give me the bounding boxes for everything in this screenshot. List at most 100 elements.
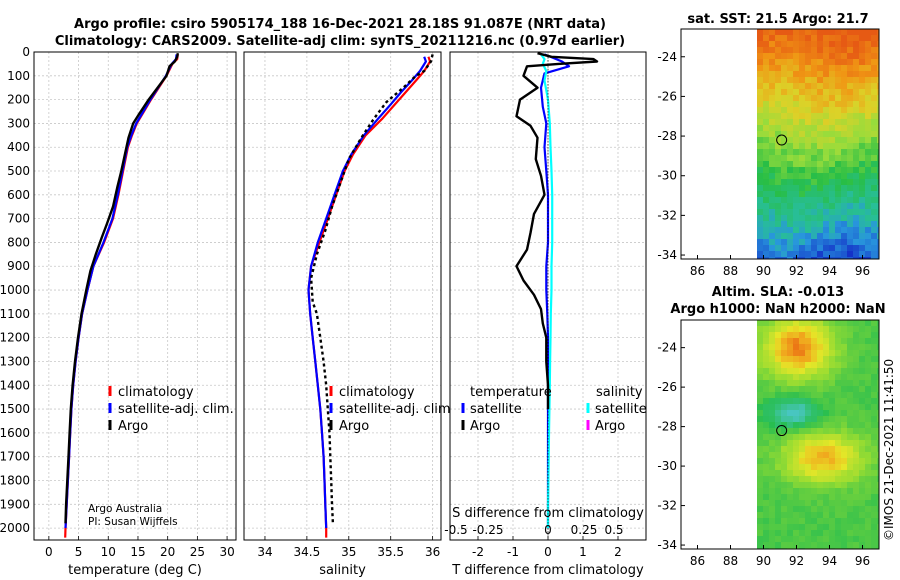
sst-pixel [763,113,769,119]
sst-pixel [841,233,847,239]
sst-pixel [787,65,793,71]
sst-pixel [871,65,877,71]
sla-pixel [781,368,787,374]
sla-pixel [769,374,775,380]
sla-pixel [877,338,879,344]
sst-pixel [775,107,781,113]
y-tick-label: 900 [7,259,30,273]
sla-field [757,320,879,549]
sst-pixel [877,233,879,239]
sla-pixel [835,476,841,482]
sst-pixel [817,137,823,143]
sst-pixel [781,47,787,53]
sst-pixel [847,71,853,77]
sst-pixel [835,227,841,233]
sla-pixel [757,488,763,494]
sla-pixel [835,350,841,356]
sst-pixel [805,251,811,257]
sst-pixel [835,89,841,95]
sst-pixel [865,89,871,95]
sla-pixel [787,332,793,338]
sst-pixel [787,167,793,173]
sla-pixel [853,464,859,470]
sla-pixel [841,398,847,404]
sst-pixel [835,251,841,257]
sla-pixel [877,464,879,470]
sst-pixel [787,173,793,179]
sla-pixel [787,398,793,404]
sst-pixel [859,197,865,203]
sla-pixel [805,536,811,542]
sla-pixel [757,332,763,338]
sst-pixel [835,155,841,161]
sla-pixel [829,524,835,530]
sst-pixel [811,131,817,137]
sst-pixel [853,257,859,259]
sla-pixel [799,494,805,500]
sla-pixel [835,368,841,374]
sst-pixel [787,89,793,95]
sst-pixel [829,107,835,113]
sla-pixel [781,506,787,512]
sla-pixel [781,542,787,548]
sla-pixel [835,320,841,326]
sst-pixel [805,65,811,71]
y-tick-label: 600 [7,188,30,202]
sla-pixel [811,422,817,428]
sla-pixel [775,530,781,536]
sst-pixel [829,131,835,137]
sla-pixel [757,344,763,350]
sst-pixel [763,227,769,233]
sst-pixel [847,47,853,53]
sla-pixel [817,368,823,374]
sla-pixel [757,326,763,332]
sla-pixel [793,464,799,470]
sla-pixel [859,458,865,464]
sla-pixel [865,332,871,338]
sst-pixel [853,41,859,47]
sst-pixel [793,131,799,137]
sst-pixel [817,239,823,245]
sst-pixel [823,95,829,101]
sla-pixel [799,446,805,452]
sla-pixel [787,494,793,500]
sla-pixel [757,356,763,362]
sst-pixel [847,227,853,233]
sla-pixel [763,482,769,488]
sst-pixel [811,221,817,227]
sst-pixel [757,41,763,47]
sla-pixel [817,434,823,440]
sla-pixel [817,464,823,470]
sst-pixel [817,245,823,251]
sst-pixel [763,137,769,143]
sla-pixel [787,410,793,416]
sst-pixel [853,227,859,233]
sla-pixel [763,452,769,458]
sst-pixel [835,77,841,83]
sla-pixel [769,512,775,518]
sla-pixel [841,482,847,488]
difference-s-tick-label: 0.5 [604,523,623,537]
sst-pixel [841,119,847,125]
sst-pixel [859,137,865,143]
sla-pixel [757,512,763,518]
y-tick-label: 300 [7,116,30,130]
sst-pixel [835,101,841,107]
sst-pixel [769,257,775,259]
sst-pixel [823,107,829,113]
sla-pixel [787,362,793,368]
sla-pixel [853,518,859,524]
sst-pixel [793,107,799,113]
sst-pixel [877,107,879,113]
sst-pixel [865,59,871,65]
sla-pixel [829,464,835,470]
sla-pixel [871,500,877,506]
sst-pixel [787,59,793,65]
sst-pixel [811,155,817,161]
sla-pixel [763,542,769,548]
sla-pixel [853,458,859,464]
sla-pixel [787,434,793,440]
sla-pixel [817,506,823,512]
sla-pixel [793,422,799,428]
sst-pixel [865,215,871,221]
